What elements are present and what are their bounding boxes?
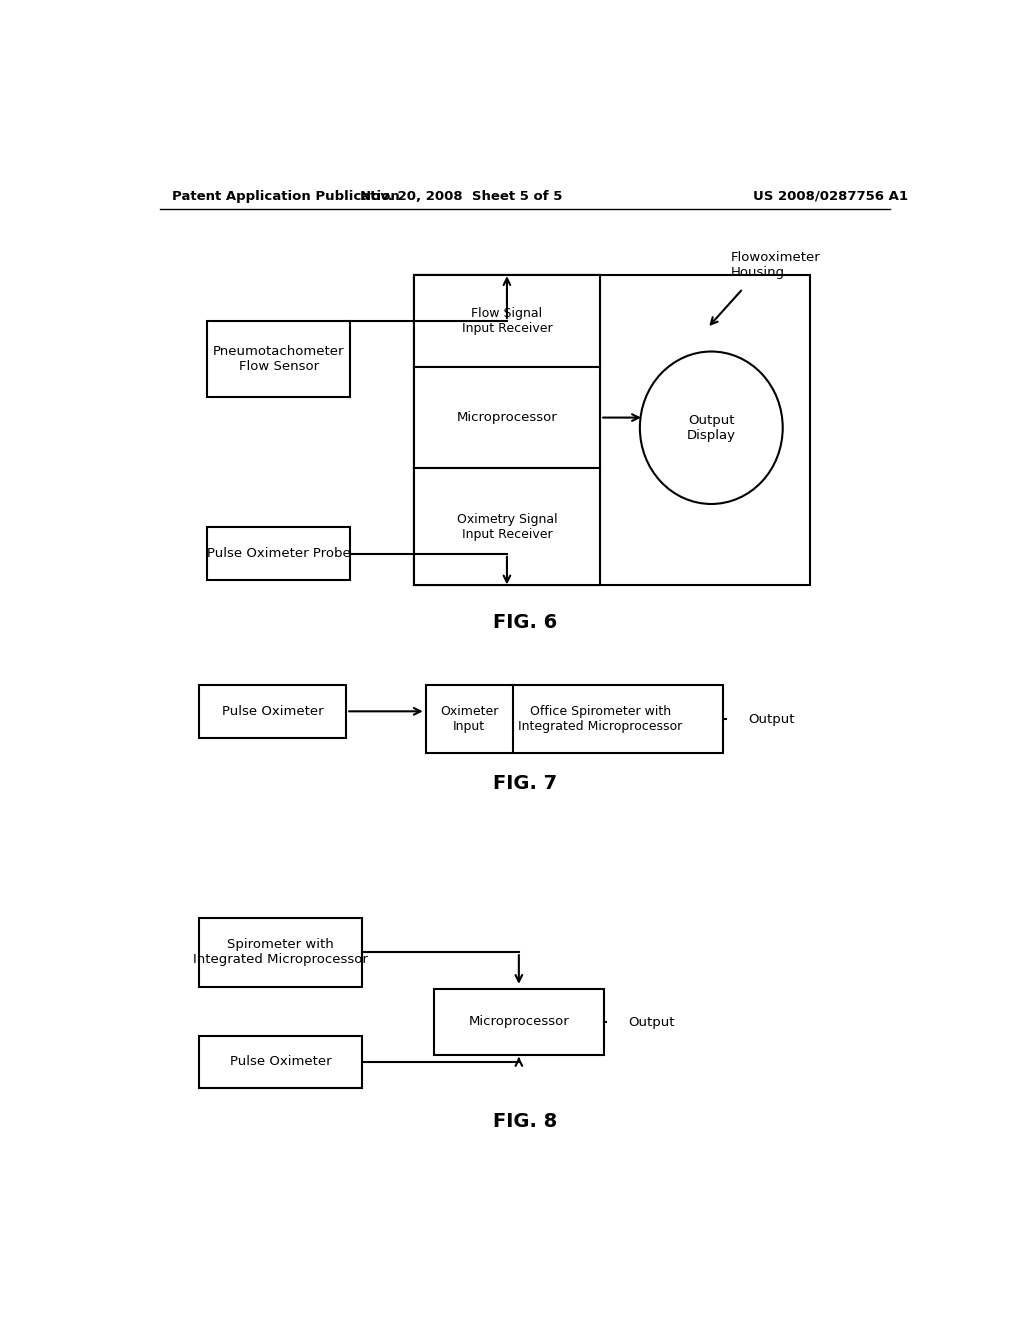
Bar [414, 367, 600, 469]
Bar [414, 276, 600, 367]
Text: Pulse Oximeter: Pulse Oximeter [230, 1056, 332, 1068]
Text: Patent Application Publication: Patent Application Publication [172, 190, 399, 202]
Bar [414, 276, 811, 585]
Text: FIG. 7: FIG. 7 [493, 774, 557, 793]
Text: Office Spirometer with
Integrated Microprocessor: Office Spirometer with Integrated Microp… [518, 705, 682, 734]
Text: Microprocessor: Microprocessor [468, 1015, 569, 1028]
Text: Microprocessor: Microprocessor [457, 411, 557, 424]
Bar [200, 917, 362, 987]
Text: Oximetry Signal
Input Receiver: Oximetry Signal Input Receiver [457, 513, 557, 541]
Text: US 2008/0287756 A1: US 2008/0287756 A1 [753, 190, 908, 202]
Bar [414, 276, 600, 585]
Text: Flowoximeter
Housing: Flowoximeter Housing [731, 251, 821, 279]
Text: Oximeter
Input: Oximeter Input [440, 705, 499, 733]
Bar [414, 469, 600, 585]
Bar [426, 685, 723, 752]
Text: Pulse Oximeter: Pulse Oximeter [222, 705, 324, 718]
Bar [433, 989, 604, 1055]
Text: Pneumotachometer
Flow Sensor: Pneumotachometer Flow Sensor [213, 345, 344, 374]
Bar [207, 321, 350, 397]
Text: Nov. 20, 2008  Sheet 5 of 5: Nov. 20, 2008 Sheet 5 of 5 [360, 190, 562, 202]
Text: FIG. 8: FIG. 8 [493, 1113, 557, 1131]
Text: Spirometer with
Integrated Microprocessor: Spirometer with Integrated Microprocesso… [194, 939, 369, 966]
Text: Flow Signal
Input Receiver: Flow Signal Input Receiver [462, 308, 552, 335]
Text: Pulse Oximeter Probe: Pulse Oximeter Probe [207, 548, 350, 560]
Bar [200, 685, 346, 738]
Bar [200, 1036, 362, 1089]
Text: Output: Output [628, 1016, 675, 1028]
Text: Output: Output [748, 713, 795, 726]
Ellipse shape [640, 351, 782, 504]
Text: FIG. 6: FIG. 6 [493, 614, 557, 632]
Bar [207, 528, 350, 581]
Text: Output
Display: Output Display [687, 413, 736, 442]
